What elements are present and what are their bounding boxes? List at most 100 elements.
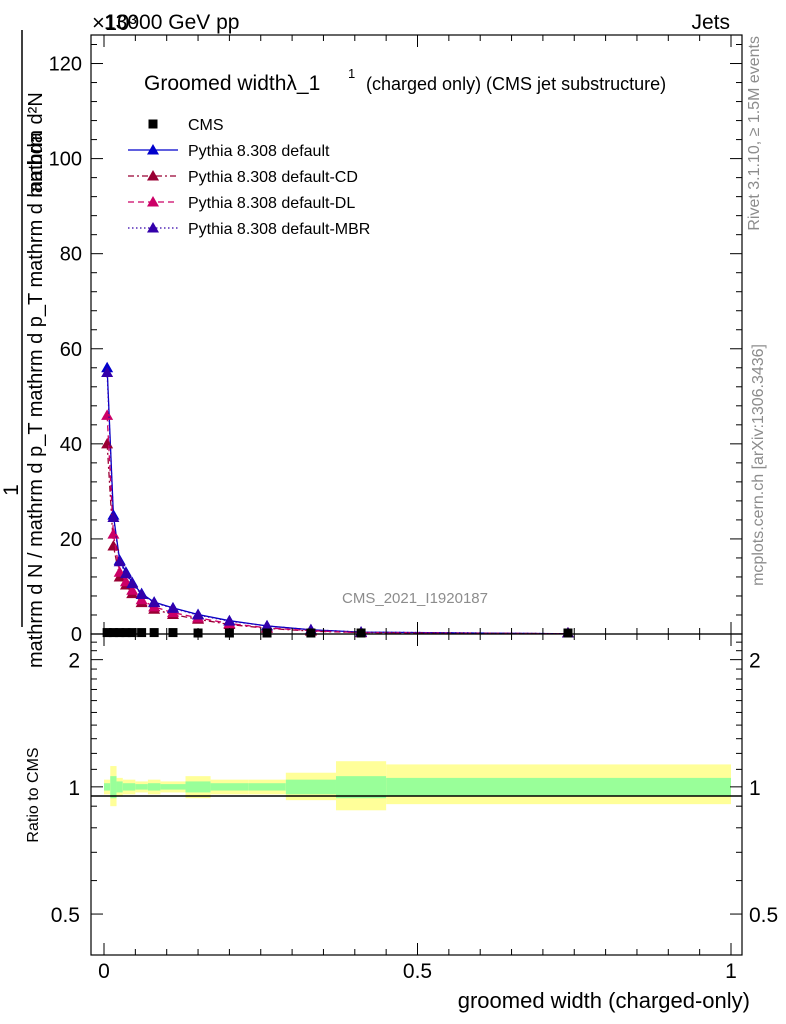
data-point-4-9 — [223, 615, 236, 626]
series-1 — [101, 361, 574, 638]
category-label: Jets — [691, 11, 730, 34]
ratio-frame — [90, 633, 743, 956]
data-point-4-2 — [113, 555, 126, 567]
legend-label-3: Pythia 8.308 default-DL — [188, 195, 355, 212]
legend-label-1: Pythia 8.308 default — [188, 143, 330, 160]
legend-marker-0 — [148, 119, 158, 129]
ratio-ytick-label-2: 2 — [68, 650, 80, 673]
ylabel-denominator: mathrm d N / mathrm d p_T mathrm d p_T m… — [25, 131, 47, 668]
series-line-4 — [106, 372, 568, 635]
data-point-4-1 — [107, 511, 120, 523]
legend-entry-2: Pythia 8.308 default-CD — [128, 169, 358, 186]
data-point-0-1 — [108, 628, 118, 638]
ratio-stat-band-11 — [335, 776, 387, 799]
legend-marker-1 — [147, 144, 159, 155]
ratio-ytick-label-right-2: 2 — [749, 650, 761, 673]
title-sup: 1 — [348, 66, 355, 81]
main-ytick-label-5: 100 — [49, 149, 82, 171]
data-point-4-6 — [148, 596, 161, 608]
legend-label-2: Pythia 8.308 default-CD — [188, 169, 358, 186]
ratio-stat-band-5 — [147, 783, 161, 791]
data-point-0-5 — [137, 628, 147, 638]
analysis-label: CMS_2021_I1920187 — [342, 590, 488, 607]
data-point-0-7 — [168, 628, 178, 638]
data-point-4-4 — [126, 577, 139, 589]
data-point-0-4 — [127, 628, 137, 638]
series-line-1 — [106, 367, 568, 635]
x-axis-label: groomed width (charged-only) — [458, 988, 750, 1013]
data-point-4-10 — [261, 619, 274, 631]
data-point-3-4 — [126, 584, 139, 595]
legend-entry-4: Pythia 8.308 default-MBR — [128, 221, 370, 238]
data-point-0-3 — [121, 628, 131, 638]
ylabel-prefix: 1 — [0, 484, 23, 496]
ratio-ytick-label-right-1: 1 — [749, 777, 761, 800]
legend-entry-0: CMS — [148, 117, 224, 134]
data-point-0-0 — [102, 628, 112, 638]
data-point-3-1 — [107, 528, 120, 539]
legend-label-4: Pythia 8.308 default-MBR — [188, 221, 370, 238]
data-point-0-6 — [149, 628, 159, 638]
mcplots-label: mcplots.cern.ch [arXiv:1306.3436] — [750, 344, 767, 586]
ratio-band-layer — [104, 761, 731, 811]
ratio-y-axis-label: Ratio to CMS — [25, 747, 42, 842]
main-panel: 0 20 40 60 80 100 120 CMS_2021_I1920187 Groome… — [49, 34, 743, 646]
ylabel-numerator: mathrm d²N — [25, 92, 47, 198]
legend-marker-2 — [147, 170, 159, 181]
series-line-3 — [106, 415, 568, 635]
ratio-ytick-label-right-0: 0.5 — [749, 904, 778, 927]
ratio-ytick-label-0: 0.5 — [51, 904, 80, 927]
series-3 — [101, 409, 574, 638]
main-ytick-label-1: 20 — [60, 529, 82, 551]
main-ytick-label-4: 80 — [60, 244, 82, 266]
main-ytick-label-6: 120 — [49, 54, 82, 76]
ratio-stat-band-6 — [160, 784, 186, 790]
ratio-stat-band-4 — [135, 784, 148, 790]
data-point-0-10 — [262, 628, 272, 638]
legend-entry-3: Pythia 8.308 default-DL — [128, 195, 355, 212]
energy-label: 13000 GeV pp — [104, 11, 239, 34]
xtick-label-1: 0.5 — [403, 960, 432, 983]
main-axis-ticks: 0 20 40 60 80 100 120 — [49, 35, 742, 646]
legend-marker-4 — [147, 222, 159, 233]
ratio-stat-band-2 — [116, 781, 123, 793]
ratio-stat-band-12 — [386, 777, 731, 797]
main-ytick-label-2: 40 — [60, 434, 82, 456]
legend-marker-3 — [147, 196, 159, 207]
main-ytick-label-3: 60 — [60, 339, 82, 361]
legend-entry-1: Pythia 8.308 default — [128, 143, 330, 160]
ratio-panel: 0.5 0.5 1 1 2 2 0 0.5 1 — [51, 633, 778, 983]
data-point-4-3 — [119, 567, 132, 579]
series-line-2 — [106, 443, 568, 635]
xtick-label-2: 1 — [725, 960, 737, 983]
series-4 — [101, 366, 574, 638]
data-point-0-11 — [306, 628, 316, 638]
exponent-label: ×10³ — [92, 10, 137, 35]
main-y-axis-label: 1 mathrm d²N mathrm d N / mathrm d p_T m… — [0, 30, 47, 668]
data-point-4-0 — [101, 366, 114, 378]
legend-label-0: CMS — [188, 117, 224, 134]
data-point-4-5 — [135, 588, 148, 600]
ratio-stat-band-0 — [104, 783, 111, 791]
ratio-stat-band-7 — [185, 781, 211, 793]
data-point-3-0 — [101, 409, 114, 420]
data-point-0-2 — [115, 628, 125, 638]
title-main: Groomed widthλ_1 — [144, 72, 320, 95]
main-series-layer — [101, 361, 574, 638]
ratio-stat-band-8 — [210, 783, 249, 791]
data-point-2-0 — [101, 437, 114, 449]
ratio-ytick-label-1: 1 — [68, 777, 80, 800]
data-point-0-12 — [356, 628, 366, 638]
rivet-label: Rivet 3.1.10, ≥ 1.5M events — [746, 36, 763, 231]
ratio-stat-band-1 — [110, 776, 117, 799]
data-point-2-1 — [107, 540, 120, 551]
main-ytick-label-0: 0 — [71, 624, 82, 646]
legend: CMS Pythia 8.308 default Pythia 8.308 defa… — [128, 117, 370, 238]
ratio-stat-band-3 — [122, 783, 136, 791]
title-suffix: (charged only) (CMS jet substructure) — [366, 74, 666, 94]
data-point-0-13 — [563, 628, 573, 638]
data-point-4-8 — [192, 608, 205, 620]
ratio-axis-ticks: 0.5 0.5 1 1 2 2 0 0.5 1 — [51, 634, 778, 983]
ratio-stat-band-10 — [285, 779, 336, 795]
